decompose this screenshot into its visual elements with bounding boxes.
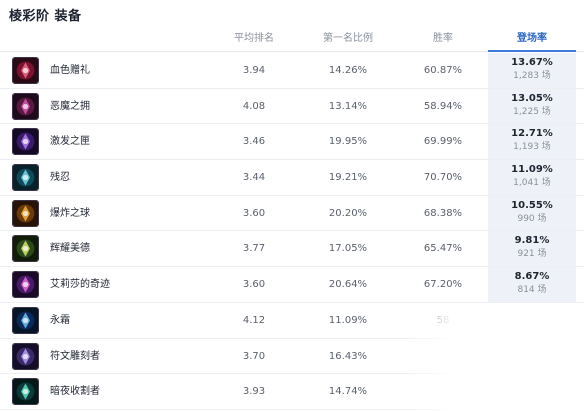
top1-rate-value: 20.64% [328,279,368,291]
table-row[interactable]: 符文雕刻者 3.70 16.43% [0,339,584,375]
table-header: 平均排名 第一名比例 胜率 登场率 [0,28,584,52]
elisa-miracle-icon [12,271,39,299]
avg-rank-value: 3.77 [242,243,266,255]
column-header-avg-rank[interactable]: 平均排名 [234,33,274,44]
avg-rank-value: 3.46 [242,136,266,148]
avg-rank-value: 3.94 [242,65,266,76]
top1-rate-value: 17.05% [328,243,368,255]
item-name[interactable]: 激发之匣 [50,136,90,148]
top1-rate-value: 11.09% [328,314,368,326]
night-harvester-icon [12,378,39,406]
games-count: 921 场 [517,249,547,260]
win-rate-value: 70.70% [423,172,463,184]
item-name[interactable]: 残忍 [50,172,70,184]
games-count: 1,041 场 [513,178,551,189]
excitation-box-icon [12,128,39,156]
win-rate-value: 65.47% [423,243,463,255]
page-title: 棱彩阶 装备 [9,9,82,24]
pick-rate-cell: 13.67% 1,283 场 [488,56,576,82]
pick-rate-value: 13.05% [511,92,553,104]
pick-rate-cell: 9.81% 921 场 [488,234,576,260]
pick-rate-value: 9.81% [514,235,550,247]
item-name[interactable]: 暗夜收割者 [50,386,100,398]
item-name[interactable]: 符文雕刻者 [50,350,100,362]
radiant-virtue-icon [12,235,39,263]
item-name[interactable]: 永霜 [50,314,70,326]
pick-rate-cell: 12.71% 1,193 场 [488,127,576,153]
item-name[interactable]: 艾莉莎的奇迹 [50,279,110,291]
explosion-orb-icon [12,199,39,227]
cruelty-icon [12,164,39,192]
table-row[interactable]: 暗夜收割者 3.93 14.74% [0,374,584,410]
fade-overlay [400,305,584,412]
pick-rate-cell: 8.67% 814 场 [488,270,576,296]
avg-rank-value: 4.08 [242,100,266,112]
table-row[interactable]: 恶魔之拥 4.08 13.14% 58.94% 13.05% 1,225 场 [0,89,584,125]
table-row[interactable]: 永霜 4.12 11.09% 58 [0,303,584,339]
avg-rank-value: 4.12 [242,314,266,326]
top1-rate-value: 19.21% [328,172,368,184]
pick-rate-value: 11.09% [511,164,553,176]
table-row[interactable]: 辉耀美德 3.77 17.05% 65.47% 9.81% 921 场 [0,231,584,268]
top1-rate-value: 14.26% [328,65,368,76]
avg-rank-value: 3.60 [242,279,266,291]
games-count: 990 场 [517,213,547,224]
table-row[interactable]: 血色赠礼 3.94 14.26% 60.87% 13.67% 1,283 场 [0,53,584,89]
pick-rate-value: 8.67% [514,271,550,283]
rune-carver-icon [12,342,39,370]
table-row[interactable]: 激发之匣 3.46 19.95% 69.99% 12.71% 1,193 场 [0,124,584,161]
avg-rank-value: 3.44 [242,172,266,184]
table-row[interactable]: 残忍 3.44 19.21% 70.70% 11.09% 1,041 场 [0,160,584,196]
item-name[interactable]: 爆炸之球 [50,207,90,219]
table-row[interactable]: 爆炸之球 3.60 20.20% 68.38% 10.55% 990 场 [0,196,584,232]
item-name[interactable]: 辉耀美德 [50,243,90,255]
table-row[interactable]: 艾莉莎的奇迹 3.60 20.64% 67.20% 8.67% 814 场 [0,267,584,303]
item-name[interactable]: 血色赠礼 [50,65,90,76]
sorted-column-highlight [488,53,576,302]
games-count: 1,225 场 [513,106,551,117]
items-table: 血色赠礼 3.94 14.26% 60.87% 13.67% 1,283 场 恶… [0,53,584,410]
crimson-gift-icon [12,57,39,84]
pick-rate-cell: 11.09% 1,041 场 [488,163,576,189]
pick-rate-value: 10.55% [511,199,553,211]
pick-rate-value: 12.71% [511,128,553,140]
win-rate-value: 68.38% [423,207,463,219]
win-rate-value: 67.20% [423,279,463,291]
everfrost-icon [12,306,39,334]
item-name[interactable]: 恶魔之拥 [50,100,90,112]
avg-rank-value: 3.60 [242,207,266,219]
top1-rate-value: 16.43% [328,350,368,362]
column-header-win-rate[interactable]: 胜率 [433,33,453,44]
column-header-top1-rate[interactable]: 第一名比例 [323,33,373,44]
demonic-embrace-icon [12,92,39,120]
pick-rate-cell: 10.55% 990 场 [488,199,576,225]
games-count: 1,283 场 [513,71,551,81]
win-rate-value: 69.99% [423,136,463,148]
avg-rank-value: 3.70 [242,350,266,362]
win-rate-value: 60.87% [423,65,463,76]
top1-rate-value: 20.20% [328,207,368,219]
column-header-pick-rate[interactable]: 登场率 [488,28,576,52]
top1-rate-value: 14.74% [328,386,368,398]
games-count: 1,193 场 [513,142,551,153]
win-rate-value: 58.94% [423,100,463,112]
pick-rate-cell: 13.05% 1,225 场 [488,92,576,118]
avg-rank-value: 3.93 [242,386,266,398]
top1-rate-value: 19.95% [328,136,368,148]
top1-rate-value: 13.14% [328,100,368,112]
games-count: 814 场 [517,285,547,296]
pick-rate-value: 13.67% [511,57,553,68]
